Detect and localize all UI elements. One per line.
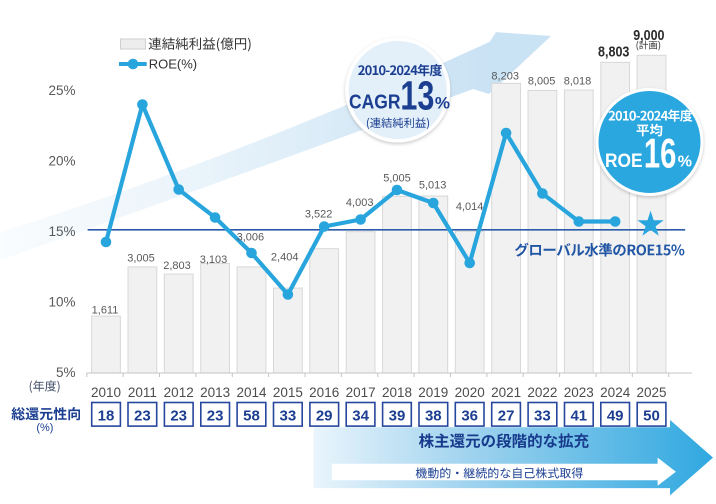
svg-text:33: 33: [280, 408, 297, 425]
svg-text:2012: 2012: [164, 385, 194, 400]
svg-text:8,018: 8,018: [564, 76, 592, 88]
svg-text:13: 13: [400, 73, 434, 119]
svg-text:3,005: 3,005: [127, 252, 155, 264]
svg-text:2018: 2018: [382, 385, 412, 400]
svg-text:4,003: 4,003: [346, 197, 374, 209]
svg-text:ROE: ROE: [605, 151, 643, 172]
svg-text:2013: 2013: [200, 385, 230, 400]
svg-text:16: 16: [644, 130, 677, 177]
svg-text:2011: 2011: [128, 385, 157, 400]
svg-text:58: 58: [243, 408, 260, 425]
svg-text:8,203: 8,203: [491, 71, 519, 83]
svg-text:23: 23: [134, 408, 151, 425]
svg-text:%: %: [678, 153, 692, 170]
svg-text:%: %: [435, 93, 450, 112]
svg-text:5%: 5%: [56, 365, 76, 380]
svg-text:8,005: 8,005: [528, 76, 556, 88]
svg-text:2024: 2024: [600, 385, 631, 400]
svg-text:2010: 2010: [91, 385, 121, 400]
svg-text:8,803: 8,803: [598, 44, 629, 61]
svg-text:9,000: 9,000: [633, 27, 664, 44]
svg-text:2,404: 2,404: [271, 252, 299, 264]
svg-text:36: 36: [461, 408, 478, 425]
svg-text:50: 50: [643, 408, 660, 425]
svg-text:1,611: 1,611: [92, 304, 119, 316]
svg-text:20%: 20%: [48, 153, 75, 168]
svg-text:2016: 2016: [309, 385, 339, 400]
svg-text:39: 39: [389, 408, 406, 425]
svg-text:2022: 2022: [527, 385, 557, 400]
svg-text:2025: 2025: [636, 385, 666, 400]
svg-text:49: 49: [607, 408, 624, 425]
svg-text:41: 41: [570, 408, 587, 425]
svg-text:3,006: 3,006: [237, 232, 265, 244]
svg-text:10%: 10%: [48, 294, 75, 309]
svg-text:2015: 2015: [273, 385, 303, 400]
svg-text:(%): (%): [36, 422, 53, 434]
svg-text:5,005: 5,005: [383, 173, 411, 185]
svg-text:18: 18: [98, 408, 115, 425]
svg-text:2019: 2019: [418, 385, 448, 400]
svg-text:27: 27: [498, 408, 515, 425]
svg-text:2023: 2023: [564, 385, 594, 400]
svg-text:2014: 2014: [236, 385, 267, 400]
svg-text:33: 33: [534, 408, 551, 425]
svg-text:23: 23: [207, 408, 224, 425]
svg-text:ROE(%): ROE(%): [149, 57, 197, 72]
svg-text:2017: 2017: [346, 385, 376, 400]
svg-text:2020: 2020: [455, 385, 485, 400]
svg-text:CAGR: CAGR: [349, 92, 401, 114]
svg-text:23: 23: [170, 408, 187, 425]
svg-text:2021: 2021: [491, 385, 521, 400]
svg-text:3,103: 3,103: [200, 254, 228, 266]
svg-text:15%: 15%: [48, 224, 75, 239]
svg-text:5,013: 5,013: [419, 180, 447, 192]
svg-text:29: 29: [316, 408, 333, 425]
svg-text:25%: 25%: [48, 83, 75, 98]
svg-text:4,014: 4,014: [456, 201, 484, 213]
svg-text:3,522: 3,522: [305, 209, 333, 221]
svg-text:34: 34: [352, 408, 369, 425]
svg-text:2,803: 2,803: [163, 260, 191, 272]
svg-text:38: 38: [425, 408, 442, 425]
